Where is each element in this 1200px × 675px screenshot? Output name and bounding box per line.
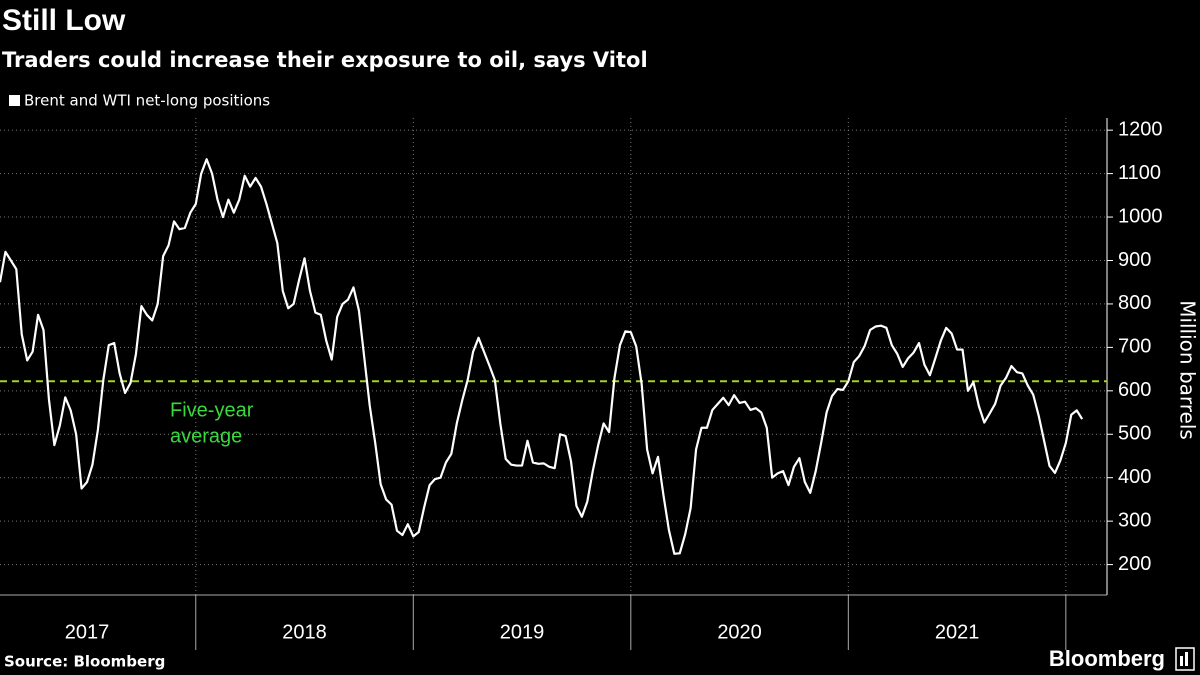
legend-swatch	[9, 95, 20, 106]
data-line	[0, 158, 1084, 555]
y-tick-label: 400	[1118, 466, 1151, 488]
average-label: average	[170, 425, 242, 447]
y-tick-label: 800	[1118, 292, 1151, 314]
source: Source: Bloomberg	[4, 653, 165, 671]
y-tick-label: 900	[1118, 249, 1151, 271]
y-tick-label: 1200	[1118, 118, 1163, 140]
x-tick-label: 2020	[717, 621, 762, 643]
y-axis-label: Million barrels	[1176, 300, 1200, 440]
average-label: Five-year	[170, 399, 254, 421]
y-tick-label: 500	[1118, 423, 1151, 445]
x-tick-label: 2017	[65, 621, 110, 643]
x-tick-label: 2018	[282, 621, 327, 643]
chart-title: Still Low	[2, 4, 126, 37]
brand-icon-bar	[1180, 656, 1183, 666]
y-tick-label: 700	[1118, 336, 1151, 358]
y-tick-label: 300	[1118, 509, 1151, 531]
x-tick-label: 2019	[500, 621, 545, 643]
y-tick-label: 1000	[1118, 205, 1163, 227]
chart-subtitle: Traders could increase their exposure to…	[2, 48, 648, 72]
brand: Bloomberg	[1049, 646, 1165, 671]
brand-icon-bar	[1185, 652, 1188, 666]
x-tick-label: 2021	[935, 621, 980, 643]
y-tick-label: 600	[1118, 379, 1151, 401]
brand-icon	[1175, 647, 1195, 671]
y-tick-label: 1100	[1118, 162, 1161, 184]
legend-label: Brent and WTI net-long positions	[24, 92, 270, 110]
y-tick-label: 200	[1118, 553, 1151, 575]
